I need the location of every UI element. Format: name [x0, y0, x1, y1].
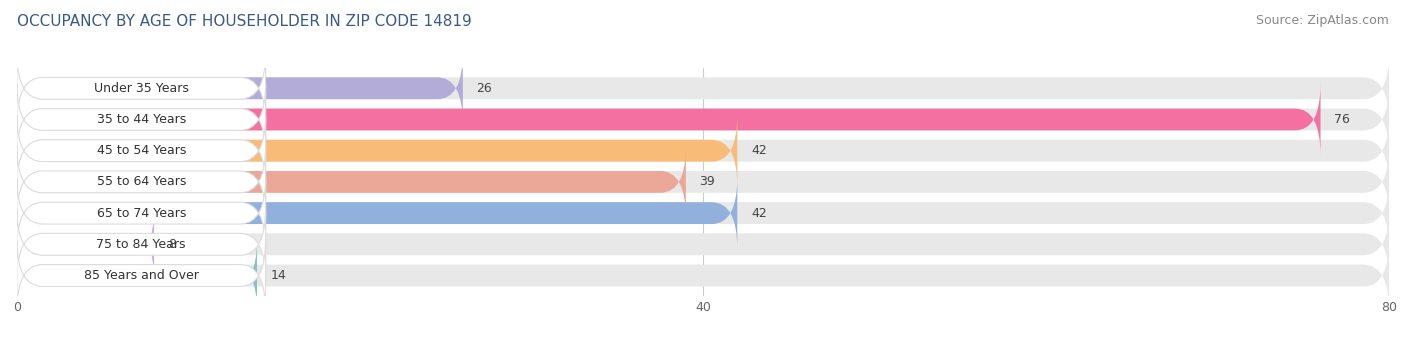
- Text: 55 to 64 Years: 55 to 64 Years: [97, 175, 186, 188]
- Text: 42: 42: [751, 144, 766, 157]
- FancyBboxPatch shape: [17, 84, 1389, 155]
- FancyBboxPatch shape: [17, 240, 1389, 311]
- FancyBboxPatch shape: [17, 115, 1389, 187]
- Text: 75 to 84 Years: 75 to 84 Years: [97, 238, 186, 251]
- FancyBboxPatch shape: [17, 146, 266, 218]
- FancyBboxPatch shape: [17, 84, 266, 155]
- Text: 35 to 44 Years: 35 to 44 Years: [97, 113, 186, 126]
- Text: 76: 76: [1334, 113, 1350, 126]
- Text: 14: 14: [271, 269, 287, 282]
- FancyBboxPatch shape: [17, 115, 737, 187]
- Text: 8: 8: [167, 238, 176, 251]
- Text: Under 35 Years: Under 35 Years: [94, 82, 188, 95]
- Text: 42: 42: [751, 207, 766, 220]
- FancyBboxPatch shape: [17, 52, 266, 124]
- FancyBboxPatch shape: [17, 146, 1389, 218]
- FancyBboxPatch shape: [17, 115, 266, 187]
- FancyBboxPatch shape: [17, 240, 266, 311]
- FancyBboxPatch shape: [17, 208, 266, 280]
- FancyBboxPatch shape: [17, 84, 1320, 155]
- FancyBboxPatch shape: [17, 52, 463, 124]
- FancyBboxPatch shape: [17, 177, 266, 249]
- Text: 39: 39: [700, 175, 716, 188]
- Text: OCCUPANCY BY AGE OF HOUSEHOLDER IN ZIP CODE 14819: OCCUPANCY BY AGE OF HOUSEHOLDER IN ZIP C…: [17, 14, 471, 29]
- Text: 26: 26: [477, 82, 492, 95]
- FancyBboxPatch shape: [17, 52, 1389, 124]
- FancyBboxPatch shape: [17, 240, 257, 311]
- FancyBboxPatch shape: [17, 146, 686, 218]
- FancyBboxPatch shape: [17, 177, 1389, 249]
- FancyBboxPatch shape: [17, 208, 1389, 280]
- Text: 85 Years and Over: 85 Years and Over: [84, 269, 198, 282]
- FancyBboxPatch shape: [17, 208, 155, 280]
- Text: 45 to 54 Years: 45 to 54 Years: [97, 144, 186, 157]
- Text: 65 to 74 Years: 65 to 74 Years: [97, 207, 186, 220]
- FancyBboxPatch shape: [17, 177, 737, 249]
- Text: Source: ZipAtlas.com: Source: ZipAtlas.com: [1256, 14, 1389, 27]
